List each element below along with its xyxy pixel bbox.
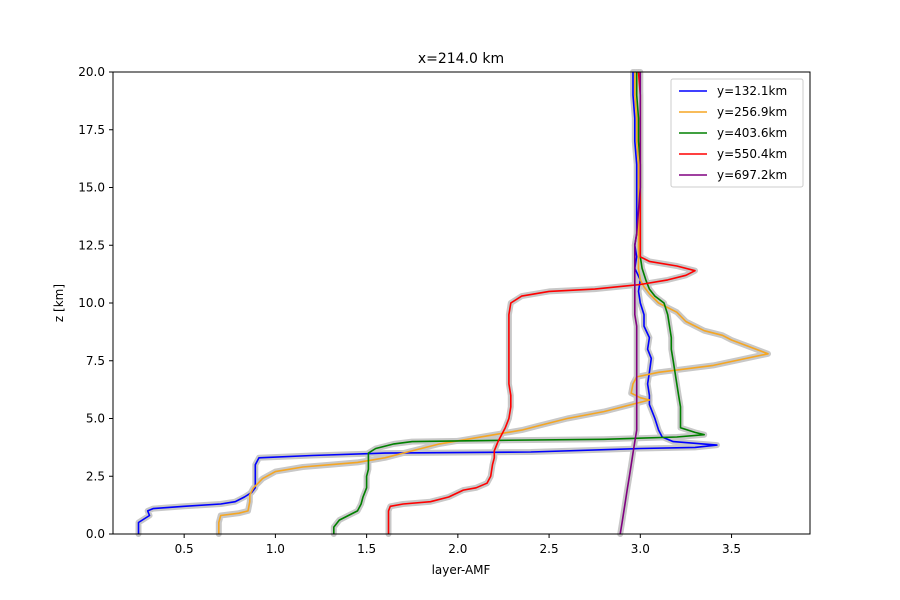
series-line-4 [387, 71, 696, 534]
series-line-2 [218, 72, 769, 534]
chart-title: x=214.0 km [418, 51, 504, 67]
y-tick-label: 10.0 [78, 296, 105, 310]
y-axis-label: z [km] [52, 284, 66, 322]
x-tick-label: 3.5 [722, 542, 741, 556]
legend: y=132.1km y=256.9km y=403.6km y=550.4km y=69… [670, 78, 804, 188]
x-tick-label: 3.0 [631, 542, 650, 556]
legend-label-2: y=256.9km [717, 105, 787, 119]
x-axis-label: layer-AMF [432, 563, 491, 577]
series-line-5 [619, 72, 642, 535]
x-axis: 0.5 1.0 1.5 2.0 2.5 3.0 3.5 [175, 534, 741, 556]
y-tick-label: 12.5 [78, 238, 105, 252]
y-axis: 0.0 2.5 5.0 7.5 10.0 12.5 15.0 17.5 20.0 [78, 65, 113, 541]
x-tick-label: 1.5 [357, 542, 376, 556]
x-tick-label: 1.0 [266, 542, 285, 556]
x-tick-label: 2.0 [448, 542, 467, 556]
legend-label-3: y=403.6km [717, 126, 787, 140]
series-lines [137, 71, 769, 535]
y-tick-label: 15.0 [78, 181, 105, 195]
x-tick-label: 0.5 [175, 542, 194, 556]
legend-label-5: y=697.2km [717, 168, 787, 182]
legend-label-1: y=132.1km [717, 84, 787, 98]
legend-box [670, 78, 804, 188]
legend-label-4: y=550.4km [717, 147, 787, 161]
y-tick-label: 7.5 [86, 354, 105, 368]
y-tick-label: 17.5 [78, 123, 105, 137]
x-tick-label: 2.5 [540, 542, 559, 556]
y-tick-label: 5.0 [86, 412, 105, 426]
y-tick-label: 20.0 [78, 65, 105, 79]
y-tick-label: 2.5 [86, 469, 105, 483]
y-tick-label: 0.0 [86, 527, 105, 541]
